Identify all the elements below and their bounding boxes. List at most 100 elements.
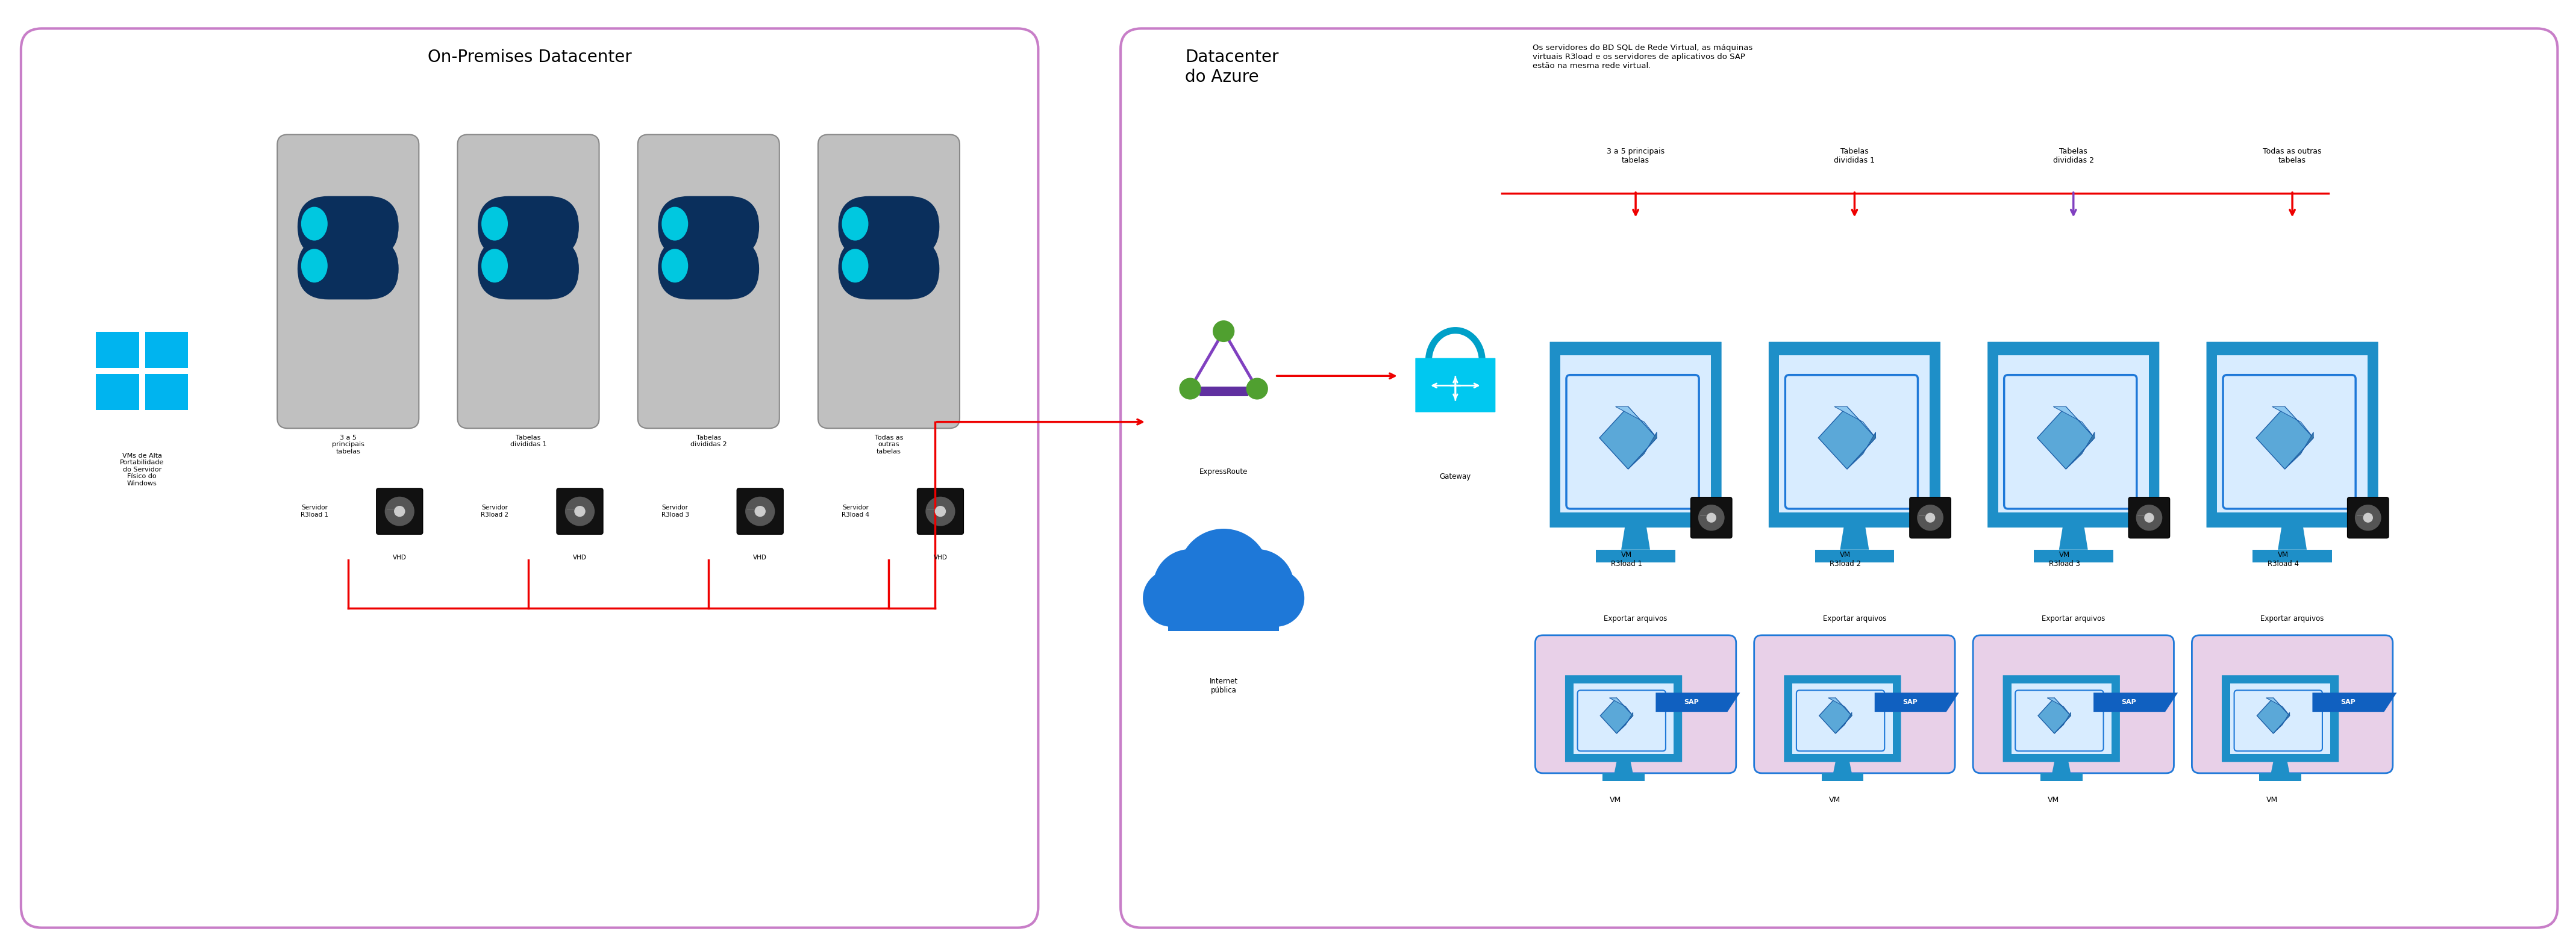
Circle shape xyxy=(1705,513,1716,522)
Polygon shape xyxy=(2267,698,2290,716)
Circle shape xyxy=(1247,569,1303,627)
Polygon shape xyxy=(1600,407,1656,469)
Text: ExpressRoute: ExpressRoute xyxy=(1200,468,1247,476)
Text: Gateway: Gateway xyxy=(1440,473,1471,481)
Circle shape xyxy=(744,497,775,526)
FancyBboxPatch shape xyxy=(1566,675,1682,762)
Polygon shape xyxy=(2048,698,2071,716)
Text: SAP: SAP xyxy=(2342,699,2354,706)
Bar xyxy=(144,332,188,368)
Bar xyxy=(1821,773,1862,780)
Bar xyxy=(1167,588,1280,631)
Polygon shape xyxy=(1620,527,1651,550)
Circle shape xyxy=(925,497,956,526)
Polygon shape xyxy=(1819,407,1875,469)
Ellipse shape xyxy=(301,249,327,283)
Ellipse shape xyxy=(482,249,507,283)
Text: Tabelas
divididas 1: Tabelas divididas 1 xyxy=(510,434,546,447)
Polygon shape xyxy=(1610,698,1633,716)
Text: Tabelas
divididas 1: Tabelas divididas 1 xyxy=(1834,148,1875,165)
FancyBboxPatch shape xyxy=(657,238,760,300)
Bar xyxy=(2012,683,2112,754)
Polygon shape xyxy=(2257,698,2290,733)
Polygon shape xyxy=(2272,762,2290,773)
FancyBboxPatch shape xyxy=(1973,635,2174,773)
Text: Servidor
R3load 1: Servidor R3load 1 xyxy=(301,505,330,517)
Bar xyxy=(1793,683,1893,754)
Text: VM: VM xyxy=(2048,797,2058,804)
Polygon shape xyxy=(2053,762,2071,773)
FancyBboxPatch shape xyxy=(2208,342,2378,528)
FancyBboxPatch shape xyxy=(1690,498,1731,538)
Text: VHD: VHD xyxy=(392,554,407,561)
Text: 3 a 5
principais
tabelas: 3 a 5 principais tabelas xyxy=(332,434,363,455)
FancyBboxPatch shape xyxy=(1121,28,2558,928)
FancyBboxPatch shape xyxy=(1785,675,1901,762)
Circle shape xyxy=(755,506,765,517)
Text: Servidor
R3load 2: Servidor R3load 2 xyxy=(482,505,507,517)
Circle shape xyxy=(1247,377,1267,399)
FancyBboxPatch shape xyxy=(917,488,963,534)
Text: Os servidores do BD SQL de Rede Virtual, as máquinas
virtuais R3load e os servid: Os servidores do BD SQL de Rede Virtual,… xyxy=(1533,44,1752,70)
Text: SAP: SAP xyxy=(1685,699,1698,706)
Bar xyxy=(1574,683,1674,754)
Text: Exportar arquivos: Exportar arquivos xyxy=(1824,615,1886,622)
Bar xyxy=(95,332,139,368)
FancyBboxPatch shape xyxy=(477,238,580,300)
Circle shape xyxy=(2354,504,2380,531)
FancyBboxPatch shape xyxy=(2192,635,2393,773)
Text: Servidor
R3load 4: Servidor R3load 4 xyxy=(842,505,868,517)
Circle shape xyxy=(394,506,404,517)
Circle shape xyxy=(2143,513,2154,522)
Polygon shape xyxy=(2313,692,2396,711)
Polygon shape xyxy=(2056,712,2071,733)
FancyBboxPatch shape xyxy=(296,196,399,257)
Text: Exportar arquivos: Exportar arquivos xyxy=(2043,615,2105,622)
FancyBboxPatch shape xyxy=(556,488,603,534)
Polygon shape xyxy=(2053,407,2094,438)
Bar xyxy=(1597,550,1674,563)
FancyBboxPatch shape xyxy=(1770,342,1940,528)
FancyBboxPatch shape xyxy=(477,196,580,257)
Circle shape xyxy=(1698,504,1723,531)
Text: Exportar arquivos: Exportar arquivos xyxy=(2262,615,2324,622)
Polygon shape xyxy=(2277,527,2306,550)
FancyBboxPatch shape xyxy=(657,196,760,257)
Text: VM: VM xyxy=(1829,797,1839,804)
FancyBboxPatch shape xyxy=(1535,635,1736,773)
Polygon shape xyxy=(2038,698,2071,733)
Text: 3 a 5 principais
tabelas: 3 a 5 principais tabelas xyxy=(1607,148,1664,165)
Text: VHD: VHD xyxy=(752,554,768,561)
FancyBboxPatch shape xyxy=(1551,342,1721,528)
Circle shape xyxy=(1917,504,1942,531)
Polygon shape xyxy=(1834,762,1852,773)
Text: VM: VM xyxy=(2267,797,2277,804)
Polygon shape xyxy=(2094,692,2177,711)
FancyBboxPatch shape xyxy=(459,134,600,429)
Text: VHD: VHD xyxy=(933,554,948,561)
FancyBboxPatch shape xyxy=(2128,498,2169,538)
Bar xyxy=(1561,355,1710,513)
FancyBboxPatch shape xyxy=(1754,635,1955,773)
Polygon shape xyxy=(2058,527,2087,550)
Polygon shape xyxy=(1875,692,1958,711)
FancyBboxPatch shape xyxy=(2221,675,2339,762)
Text: SAP: SAP xyxy=(2123,699,2136,706)
Bar xyxy=(1602,773,1643,780)
Polygon shape xyxy=(1829,698,1852,716)
Polygon shape xyxy=(2285,432,2313,469)
FancyBboxPatch shape xyxy=(296,238,399,300)
Polygon shape xyxy=(1837,712,1852,733)
Text: Servidor
R3load 3: Servidor R3load 3 xyxy=(662,505,688,517)
Circle shape xyxy=(1924,513,1935,522)
Text: VHD: VHD xyxy=(572,554,587,561)
Ellipse shape xyxy=(842,207,868,240)
Text: Datacenter
do Azure: Datacenter do Azure xyxy=(1185,49,1278,85)
Circle shape xyxy=(1144,569,1200,627)
Text: Internet
pública: Internet pública xyxy=(1208,677,1239,694)
Circle shape xyxy=(2136,504,2161,531)
Bar xyxy=(1200,387,1249,396)
Text: Tabelas
divididas 2: Tabelas divididas 2 xyxy=(690,434,726,447)
Text: VM
R3load 3: VM R3load 3 xyxy=(2048,551,2079,568)
Circle shape xyxy=(574,506,585,517)
